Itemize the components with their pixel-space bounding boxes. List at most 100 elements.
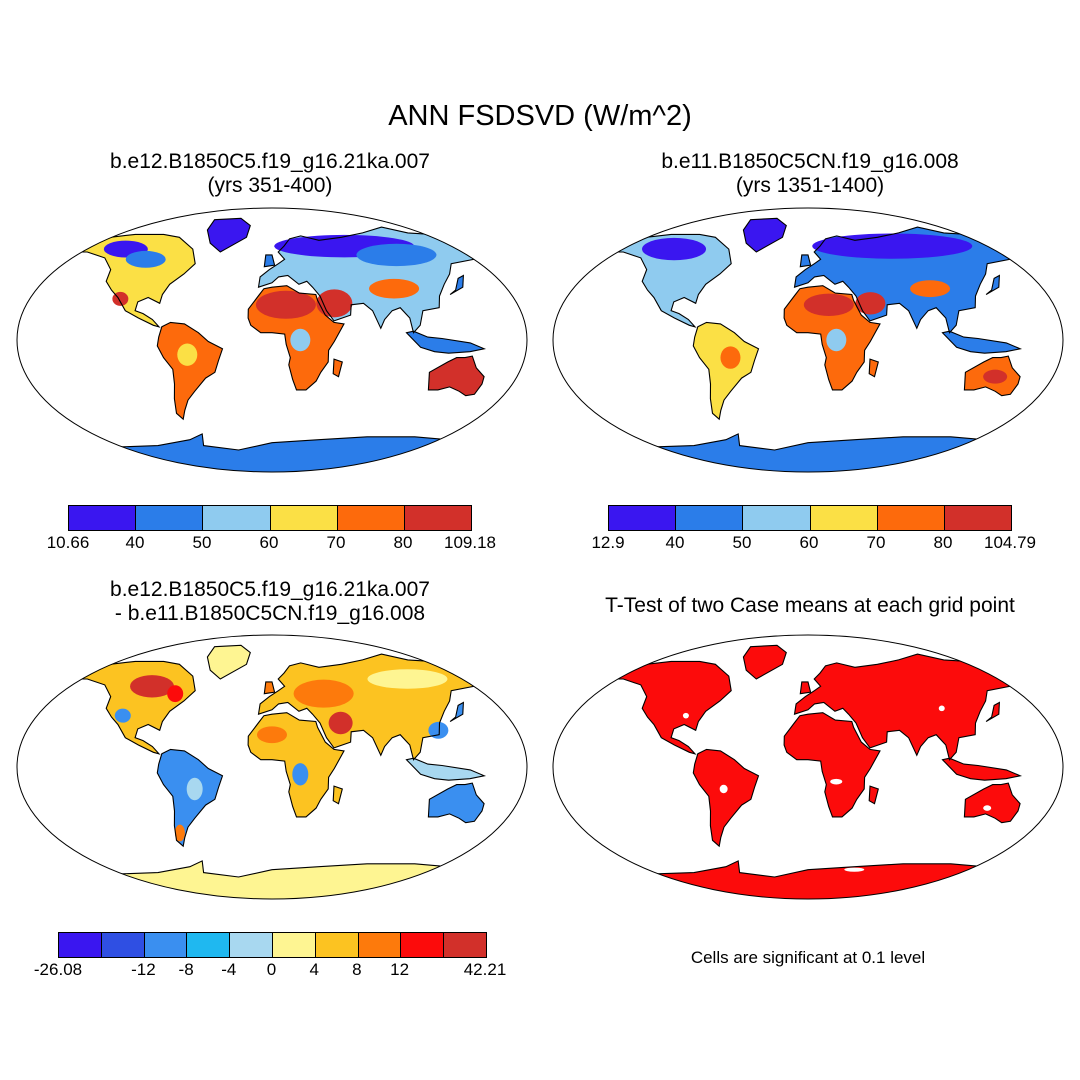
colorbar-swatch bbox=[272, 933, 316, 957]
colorbar-tick-label: 60 bbox=[799, 533, 819, 552]
field-patch bbox=[316, 289, 353, 318]
coastline bbox=[449, 274, 464, 295]
colorbar-tick-label: -4 bbox=[221, 960, 237, 979]
colorbar-swatch bbox=[315, 933, 359, 957]
land-africa bbox=[784, 712, 880, 817]
field-patch bbox=[356, 243, 437, 267]
land-antarctica bbox=[596, 433, 1020, 472]
map-frame bbox=[552, 207, 1064, 473]
map-panel4 bbox=[552, 634, 1064, 900]
land-indonesia bbox=[942, 758, 1021, 781]
land-greenland bbox=[743, 645, 787, 679]
coastline bbox=[692, 748, 760, 848]
colorbar-swatch bbox=[401, 933, 445, 957]
field-patch bbox=[719, 784, 728, 794]
colorbar-tick-label: -26.08 bbox=[33, 960, 83, 979]
field-patch bbox=[830, 778, 843, 785]
significance-note: Cells are significant at 0.1 level bbox=[690, 948, 926, 967]
panel3-title: b.e12.B1850C5.f19_g16.21ka.007 - b.e11.B… bbox=[40, 578, 500, 626]
colorbar-swatch bbox=[743, 506, 811, 530]
land-southAmerica bbox=[693, 749, 759, 847]
colorbar-panel1 bbox=[68, 505, 472, 531]
land-madagascar bbox=[869, 359, 879, 377]
colorbar-tick-label: 12.9 bbox=[591, 533, 625, 552]
colorbar-tick-label: 40 bbox=[665, 533, 685, 552]
colorbar-swatch bbox=[144, 933, 188, 957]
colorbar-swatch bbox=[101, 933, 145, 957]
land-indonesia bbox=[406, 331, 485, 354]
land-southAmerica bbox=[693, 322, 759, 420]
coastline bbox=[985, 274, 1000, 295]
colorbar-swatch bbox=[810, 506, 878, 530]
land-australia bbox=[964, 783, 1021, 823]
colorbar-swatch bbox=[136, 506, 204, 530]
colorbar-panel2-labels: 12.9 40 50 60 70 80 104.79 bbox=[591, 533, 1036, 555]
coastline bbox=[603, 233, 732, 328]
coastline bbox=[156, 321, 224, 421]
field-patch bbox=[114, 708, 131, 723]
colorbar-swatch bbox=[187, 933, 231, 957]
coastline bbox=[156, 748, 224, 848]
coastline bbox=[783, 712, 881, 818]
coastline bbox=[427, 782, 485, 824]
colorbar-panel3-labels: -26.08 -12 -8 -4 0 4 8 12 42.21 bbox=[34, 960, 506, 982]
land-australia bbox=[428, 783, 485, 823]
coastline bbox=[405, 757, 487, 781]
coastline bbox=[67, 233, 196, 328]
coastline bbox=[963, 355, 1021, 397]
colorbar-swatch bbox=[270, 506, 338, 530]
field-patch bbox=[292, 763, 309, 786]
coastline bbox=[941, 757, 1023, 781]
land-antarctica bbox=[596, 860, 1020, 899]
field-patch bbox=[167, 685, 184, 703]
colorbar-tick-label: 8 bbox=[352, 960, 362, 979]
colorbar-panel3 bbox=[58, 932, 487, 958]
field-patch bbox=[938, 705, 945, 712]
coastline bbox=[692, 321, 760, 421]
colorbar-tick-label: -12 bbox=[131, 960, 156, 979]
field-patch bbox=[803, 293, 854, 316]
colorbar-tick-label: -8 bbox=[178, 960, 194, 979]
land-madagascar bbox=[333, 359, 343, 377]
coastline bbox=[206, 644, 251, 680]
field-patch bbox=[812, 233, 973, 259]
land-antarctica bbox=[60, 860, 484, 899]
panel4-title: T-Test of two Case means at each grid po… bbox=[545, 594, 1075, 618]
coastline bbox=[67, 660, 196, 755]
map-frame bbox=[552, 634, 1064, 900]
colorbar-tick-label: 80 bbox=[933, 533, 953, 552]
colorbar-swatch bbox=[404, 506, 472, 530]
colorbar-tick-label: 70 bbox=[866, 533, 886, 552]
field-patch bbox=[428, 721, 449, 739]
land-northAmerica bbox=[604, 234, 732, 327]
colorbar-tick-label: 50 bbox=[192, 533, 212, 552]
panel3-title-line1: b.e12.B1850C5.f19_g16.21ka.007 bbox=[110, 578, 430, 601]
colorbar-swatch bbox=[676, 506, 744, 530]
field-patch bbox=[125, 250, 166, 268]
field-patch bbox=[826, 328, 847, 352]
coastline bbox=[247, 712, 345, 818]
colorbar-tick-label: 50 bbox=[732, 533, 752, 552]
map-panel3 bbox=[16, 634, 528, 900]
map-frame bbox=[16, 634, 528, 900]
colorbar-tick-label: 60 bbox=[259, 533, 279, 552]
colorbar-swatch bbox=[59, 933, 102, 957]
field-patch bbox=[983, 369, 1008, 384]
panel1-title-line1: b.e12.B1850C5.f19_g16.21ka.007 bbox=[110, 150, 430, 173]
field-patch bbox=[293, 679, 354, 708]
field-patch bbox=[720, 346, 741, 369]
field-patch bbox=[328, 711, 353, 735]
land-madagascar bbox=[869, 786, 879, 804]
land-antarctica bbox=[60, 433, 484, 472]
land-madagascar bbox=[333, 786, 343, 804]
field-patch bbox=[844, 867, 865, 872]
field-patch bbox=[910, 280, 951, 298]
field-patch bbox=[177, 343, 198, 366]
field-patch bbox=[255, 290, 316, 319]
coastline bbox=[783, 285, 881, 391]
coastline bbox=[742, 644, 787, 680]
coastline bbox=[793, 653, 1018, 761]
land-indonesia bbox=[942, 331, 1021, 354]
coastline bbox=[799, 681, 812, 695]
panel3-title-line2: - b.e11.B1850C5CN.f19_g16.008 bbox=[114, 602, 426, 625]
